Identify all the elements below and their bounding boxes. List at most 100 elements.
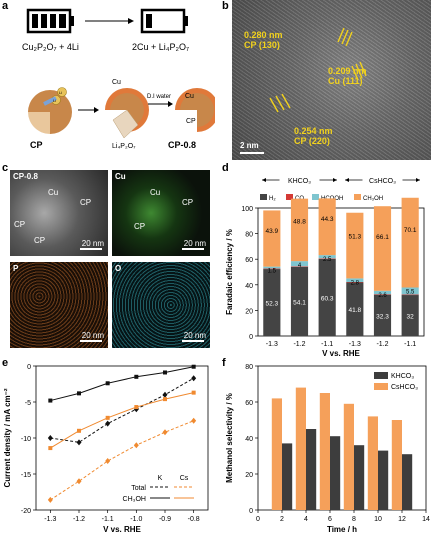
x-tick-label: -1.0 (130, 516, 142, 523)
scale-bar-label: 2 nm (240, 141, 259, 150)
bar-segment (290, 266, 309, 336)
lattice-label-3: 0.254 nm CP (220) (294, 126, 333, 146)
x-axis-label: V vs. RHE (322, 349, 360, 358)
tile-title: P (13, 264, 19, 273)
group-bracket-arrow (262, 178, 266, 182)
li4p2o7-label: Li₄P₂O₇ (112, 143, 136, 150)
water-label: D.I water (147, 94, 171, 100)
x-tick-label: 14 (422, 516, 430, 523)
battery-full-icon (26, 8, 74, 34)
bar-cshco3 (367, 416, 378, 510)
data-point (191, 417, 197, 424)
y-tick-label: 20 (245, 308, 253, 315)
group-label: CsHCO₃ (369, 178, 396, 185)
bar-cshco3 (319, 393, 330, 510)
equation-left: Cu₂P₂O₇ + 4Li (22, 42, 79, 52)
bar-segment (401, 295, 419, 336)
legend-label: H₂ (269, 196, 276, 202)
mark-cp: CP (14, 220, 26, 229)
li-label-1: Li (59, 90, 62, 95)
bar-segment (290, 198, 309, 262)
x-axis-label: V vs. RHE (103, 525, 141, 534)
bar-khco3 (330, 436, 341, 510)
bar-segment (373, 290, 392, 295)
bar-khco3 (282, 443, 293, 510)
y-tick-label: 0 (27, 364, 31, 371)
data-label: 43.9 (266, 228, 279, 235)
eds-tile-o: O 20 nm (112, 262, 210, 348)
data-label: 32.3 (376, 313, 389, 320)
bar-segment (346, 212, 364, 279)
y-tick-label: 40 (245, 283, 253, 290)
data-point (134, 374, 139, 379)
cu-label-mid: Cu (112, 79, 121, 86)
y-axis-label: Current density / mA cm⁻² (3, 388, 12, 487)
data-point (105, 415, 110, 420)
cp-sphere-icon (28, 87, 72, 134)
x-tick-label: -1.3 (349, 341, 361, 348)
mark-cu: Cu (150, 188, 161, 197)
bar-segment (290, 261, 309, 267)
legend-label: CsHCO₃ (391, 384, 418, 391)
data-label: 32 (407, 314, 415, 321)
x-tick-label: -1.3 (266, 341, 278, 348)
chart-e-current-density: 0 -5 -10 -15 -20 -1.3 -1.2 -1.1 -1.0 -0.9 -0.8 Curr… (3, 364, 209, 534)
x-tick-label: -1.2 (376, 341, 388, 348)
arrow-icon (85, 18, 134, 24)
group-label: KHCO₃ (288, 178, 311, 185)
scale-bar-label: 20 nm (81, 331, 104, 340)
data-label: 51.3 (349, 234, 362, 241)
eds-tile-cu: Cu Cu CP CP 20 nm (112, 170, 210, 256)
cp08-sphere-icon (175, 88, 219, 132)
x-tick-label: -1.3 (44, 516, 56, 523)
x-tick-label: 6 (328, 516, 332, 523)
data-point (47, 496, 53, 503)
hrtem-overlay (269, 27, 367, 113)
data-label: 54.1 (293, 299, 306, 306)
lattice-label-1: 0.280 nm CP (130) (244, 30, 283, 50)
group-label-bg (362, 174, 403, 186)
tile-title: O (115, 264, 122, 273)
battery-low-icon (140, 8, 188, 34)
scale-bar-label: 20 nm (183, 239, 206, 248)
bar-segment (401, 287, 419, 295)
panel-label-b: b (222, 0, 229, 12)
data-label: 4 (298, 263, 302, 269)
legend-swatch (374, 383, 388, 390)
data-label: 70.1 (404, 227, 417, 234)
y-tick-label: -20 (21, 508, 31, 515)
data-point (77, 428, 81, 433)
y-tick-label: 60 (245, 400, 253, 407)
series-line (50, 366, 194, 402)
data-point (134, 405, 139, 410)
x-tick-label: 4 (304, 516, 308, 523)
bar-segment (318, 258, 336, 336)
scale-bar-label: 20 nm (183, 331, 206, 340)
scale-bar (182, 340, 204, 342)
group-bracket-arrow (345, 178, 349, 182)
series-line (50, 420, 194, 501)
data-point (191, 390, 196, 395)
panel-label-f: f (222, 357, 226, 369)
x-tick-label: -0.9 (159, 516, 171, 523)
data-label: 60.3 (321, 295, 334, 302)
data-label: 52.3 (266, 301, 279, 308)
o-signal (112, 262, 210, 348)
group-bracket-arrow (416, 178, 420, 182)
data-label: 2.5 (323, 257, 332, 263)
bar-segment (263, 210, 281, 267)
bar-segment (290, 266, 309, 267)
bar-segment (318, 198, 336, 256)
panel-label-c: c (2, 162, 9, 174)
data-label: 1.5 (268, 269, 277, 275)
y-tick-label: 40 (245, 436, 253, 443)
mark-cu: Cu (48, 188, 59, 197)
panel-c-eds-maps: CP-0.8 Cu CP CP CP 20 nm Cu Cu CP CP 20 … (0, 170, 215, 350)
x-tick-label: 8 (352, 516, 356, 523)
panel-b-hrtem: 0.280 nm CP (130) 0.209 nm Cu (111) 0.25… (232, 0, 431, 160)
tile-title: CP-0.8 (13, 172, 38, 181)
bar-segment (346, 282, 364, 336)
y-tick-label: 20 (245, 472, 253, 479)
data-point (105, 420, 111, 427)
data-point (77, 391, 81, 396)
